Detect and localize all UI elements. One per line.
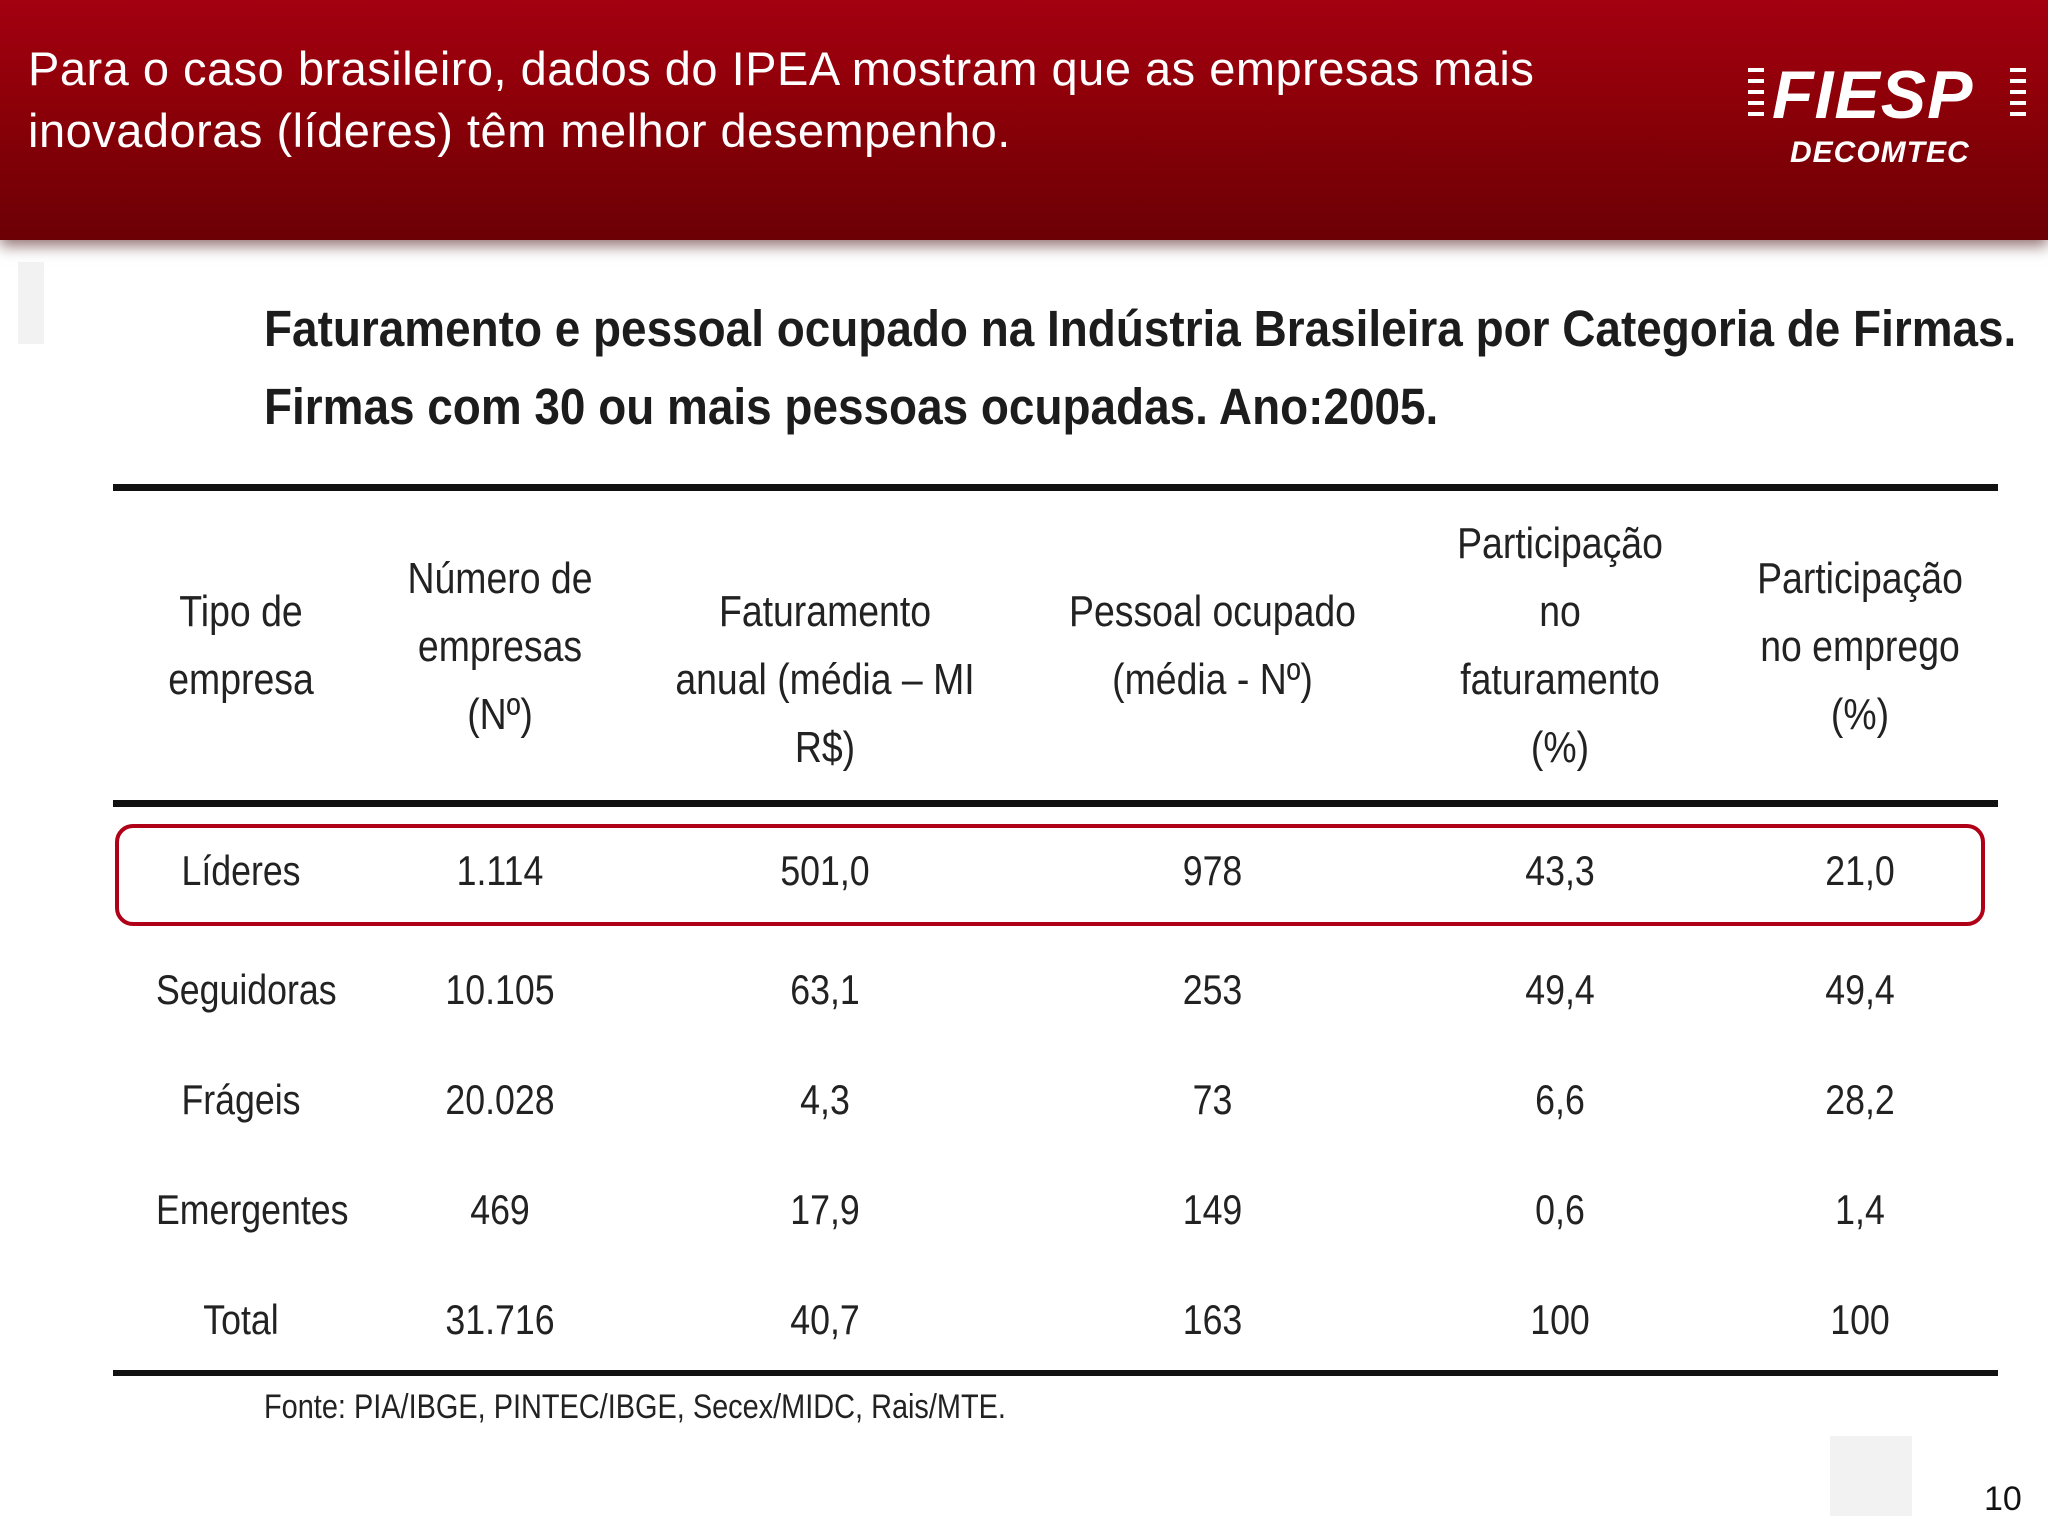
table-cell: Seguidoras xyxy=(156,966,337,1013)
table-cell: 469 xyxy=(470,1186,530,1233)
table-cell: 10.105 xyxy=(445,966,555,1013)
logo-left-lines xyxy=(1748,68,1764,124)
table-cell: 40,7 xyxy=(790,1296,860,1343)
lideres-highlight-box xyxy=(115,824,1985,926)
table-cell: 28,2 xyxy=(1825,1076,1895,1123)
table-cell: 163 xyxy=(1182,1296,1243,1343)
table-title-line-1: Faturamento e pessoal ocupado na Indústr… xyxy=(264,300,2017,357)
table-title-line-2: Firmas com 30 ou mais pessoas ocupadas. … xyxy=(264,378,1439,435)
table-cell: 43,3 xyxy=(1525,847,1595,894)
table-title: Faturamento e pessoal ocupado na Indústr… xyxy=(264,290,2017,446)
logo-main-text: FIESP xyxy=(1772,57,1974,133)
column-header: Participação no faturamento (%) xyxy=(1457,519,1663,772)
table-top-rule xyxy=(113,484,1998,491)
background-artifact xyxy=(18,262,44,344)
logo-right-lines xyxy=(2010,68,2026,124)
table-cell: Líderes xyxy=(181,847,301,894)
table-cell: 1,4 xyxy=(1835,1186,1885,1233)
column-header: Pessoal ocupado (média - Nº) xyxy=(1069,587,1356,704)
column-header: Faturamento anual (média – MI R$) xyxy=(675,587,975,772)
fiesp-logo: FIESP DECOMTEC xyxy=(1748,57,2030,180)
table-cell: 49,4 xyxy=(1525,966,1595,1013)
table-cell: 149 xyxy=(1182,1186,1243,1233)
table-cell: 100 xyxy=(1530,1296,1590,1343)
table-cell: 6,6 xyxy=(1535,1076,1585,1123)
table-cell: 31.716 xyxy=(445,1296,555,1343)
table-cell: Total xyxy=(203,1296,279,1343)
table-cell: 21,0 xyxy=(1825,847,1895,894)
table-cell: 501,0 xyxy=(780,847,870,894)
table-cell: 100 xyxy=(1830,1296,1890,1343)
table-cell: 49,4 xyxy=(1825,966,1895,1013)
table-cell: 20.028 xyxy=(445,1076,555,1123)
table-header-rule xyxy=(113,800,1998,807)
column-header: Participação no emprego (%) xyxy=(1757,554,1963,739)
table-cell: Frágeis xyxy=(181,1076,301,1123)
background-artifact xyxy=(1830,1436,1912,1516)
page-number: 10 xyxy=(1984,1480,2022,1518)
column-header: Número de empresas (Nº) xyxy=(407,554,593,739)
slide-header: Para o caso brasileiro, dados do IPEA mo… xyxy=(0,0,2048,240)
table-cell: 978 xyxy=(1182,847,1243,894)
table-cell: 1.114 xyxy=(456,847,544,894)
table-cell: Emergentes xyxy=(156,1186,349,1233)
table-cell: 73 xyxy=(1192,1076,1233,1123)
slide-headline: Para o caso brasileiro, dados do IPEA mo… xyxy=(28,42,1535,157)
column-header: Tipo de empresa xyxy=(168,587,314,704)
table-cell: 63,1 xyxy=(790,966,860,1013)
logo-sub-text: DECOMTEC xyxy=(1790,136,1970,169)
table-cell: 4,3 xyxy=(800,1076,850,1123)
table-cell: 253 xyxy=(1182,966,1243,1013)
table-bottom-rule xyxy=(113,1370,1998,1376)
table-cell: 17,9 xyxy=(790,1186,860,1233)
table-source-note: Fonte: PIA/IBGE, PINTEC/IBGE, Secex/MIDC… xyxy=(264,1388,1006,1426)
table-cell: 0,6 xyxy=(1535,1186,1585,1233)
